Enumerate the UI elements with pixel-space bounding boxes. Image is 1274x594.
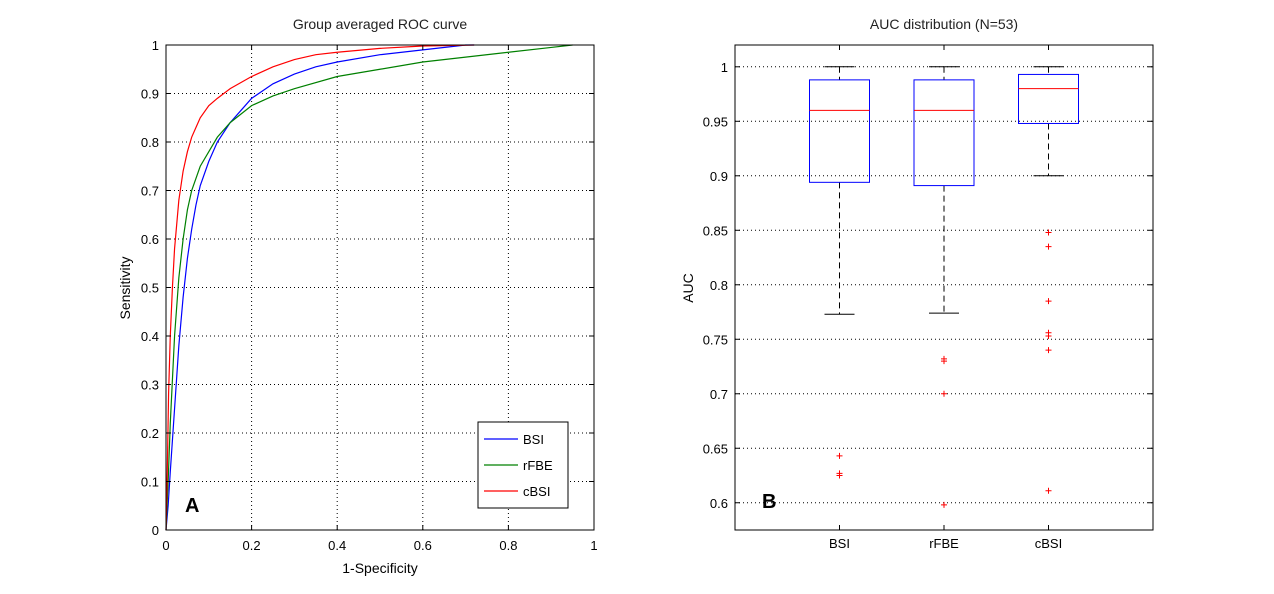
auc-panel-label: B (762, 491, 776, 513)
roc-chart-title: Group averaged ROC curve (293, 16, 468, 32)
auc-box-bsi-outlier (836, 472, 843, 479)
auc-box-cbsi-outlier (1045, 347, 1052, 354)
roc-series-rfbe-line (165, 44, 573, 531)
roc-ticks: 0 0.2 0.4 0.6 0.8 1 0 0.1 0.2 0.3 0.4 0.5 0.6 0.7 0.8 0… (141, 38, 598, 553)
auc-y-tick-label: 1 (721, 60, 728, 75)
roc-y-tick-label: 0.9 (141, 87, 159, 102)
auc-y-tick-label: 0.95 (703, 114, 728, 129)
auc-box-bsi (809, 66, 870, 479)
roc-legend-label-cbsi: cBSI (523, 484, 550, 499)
auc-box-cbsi (1018, 66, 1079, 494)
roc-y-tick-label: 0.2 (141, 426, 159, 441)
roc-x-tick-label: 0.2 (243, 538, 261, 553)
roc-series-cbsi-line (165, 44, 475, 531)
auc-box-rfbe (913, 66, 975, 508)
auc-y-tick-label: 0.7 (710, 387, 728, 402)
auc-box-rfbe-outlier (941, 390, 947, 397)
auc-y-tick-label: 0.6 (710, 496, 728, 511)
auc-y-tick-label: 0.75 (703, 332, 728, 347)
auc-x-tick-label: rFBE (929, 536, 959, 551)
auc-box-rfbe-outlier (941, 501, 947, 508)
roc-legend: BSI rFBE cBSI (477, 421, 569, 509)
auc-box-bsi-outlier (836, 452, 843, 459)
auc-ticks: 0.6 0.65 0.7 0.75 0.8 0.85 0.9 0.95 1 BSI rFBE cBSI (703, 45, 1153, 551)
auc-y-tick-label: 0.85 (703, 223, 728, 238)
roc-x-tick-label: 0.6 (414, 538, 432, 553)
auc-y-axis-label: AUC (680, 273, 696, 303)
roc-y-tick-label: 0.5 (141, 281, 159, 296)
roc-x-tick-label: 0.4 (328, 538, 346, 553)
roc-y-axis-label: Sensitivity (117, 256, 133, 319)
auc-y-tick-label: 0.8 (710, 278, 728, 293)
auc-x-tick-label: BSI (829, 536, 850, 551)
roc-chart: Group averaged ROC curve 0 0.2 0.4 0.6 0.8 10… (117, 16, 598, 576)
roc-x-tick-label: 1 (590, 538, 597, 553)
roc-legend-label-bsi: BSI (523, 432, 544, 447)
auc-box-cbsi-outlier (1045, 333, 1052, 339)
roc-panel-label: A (185, 495, 199, 517)
auc-boxplot-chart: AUC distribution (N=53) 0.60.650.70.750.… (680, 16, 1154, 551)
roc-series-bsi-line (165, 44, 475, 531)
auc-box-cbsi-outlier (1045, 243, 1052, 250)
roc-x-tick-label: 0 (162, 538, 169, 553)
auc-box-cbsi-outlier (1045, 487, 1052, 494)
auc-chart-title: AUC distribution (N=53) (870, 16, 1018, 32)
auc-boxes (809, 66, 1079, 508)
roc-y-tick-label: 1 (152, 38, 159, 53)
auc-box-cbsi-outlier (1045, 298, 1052, 305)
auc-box-cbsi-iqr (1018, 73, 1079, 124)
auc-box-rfbe-outlier (941, 358, 947, 365)
roc-y-tick-label: 0.6 (141, 232, 159, 247)
roc-y-tick-label: 0.7 (141, 184, 159, 199)
roc-x-tick-label: 0.8 (499, 538, 517, 553)
roc-y-tick-label: 0.8 (141, 135, 159, 150)
auc-box-cbsi-outlier (1045, 229, 1052, 236)
roc-y-tick-label: 0 (152, 523, 159, 538)
roc-y-tick-label: 0.4 (141, 329, 159, 344)
auc-y-tick-label: 0.9 (710, 169, 728, 184)
roc-curves (165, 44, 573, 531)
roc-x-axis-label: 1-Specificity (342, 560, 417, 576)
auc-y-tick-label: 0.65 (703, 441, 728, 456)
auc-x-tick-label: cBSI (1035, 536, 1062, 551)
roc-y-tick-label: 0.3 (141, 378, 159, 393)
roc-legend-label-rfbe: rFBE (523, 458, 553, 473)
roc-y-tick-label: 0.1 (141, 475, 159, 490)
auc-box-rfbe-iqr (913, 79, 975, 187)
auc-box-bsi-iqr (809, 79, 870, 183)
